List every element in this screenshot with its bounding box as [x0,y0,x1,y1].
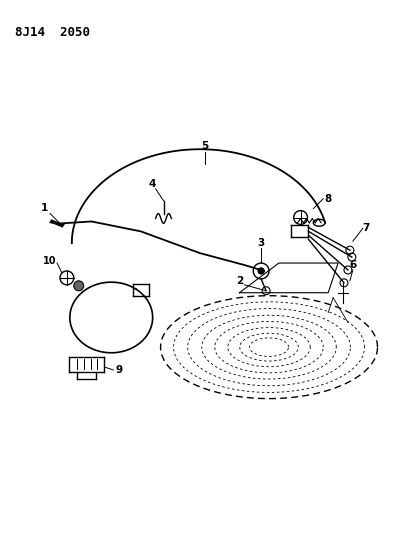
Text: 10: 10 [43,256,57,266]
Text: 8J14  2050: 8J14 2050 [15,26,90,38]
Text: 8: 8 [324,193,332,204]
Text: 2: 2 [236,276,243,286]
Text: 1: 1 [40,203,48,213]
Text: 5: 5 [201,141,208,151]
Text: 4: 4 [149,179,156,189]
Circle shape [74,281,84,290]
Text: 9: 9 [116,365,123,375]
Text: 6: 6 [349,260,356,270]
Circle shape [258,268,264,274]
Text: 7: 7 [362,223,369,233]
Text: 3: 3 [258,238,265,248]
